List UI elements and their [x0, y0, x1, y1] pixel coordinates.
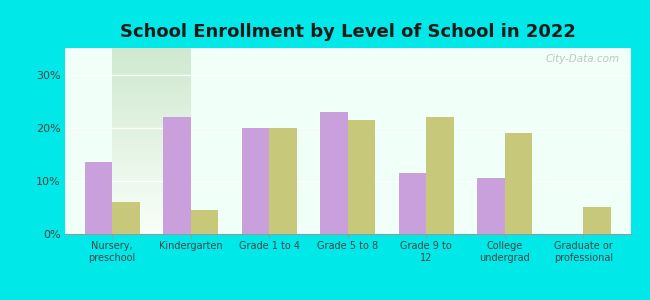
Bar	[190, 210, 218, 234]
Bar	[426, 117, 454, 234]
Bar	[348, 120, 375, 234]
Text: City-Data.com: City-Data.com	[545, 54, 619, 64]
Bar	[399, 173, 426, 234]
Bar	[477, 178, 505, 234]
Bar	[320, 112, 348, 234]
Bar	[84, 162, 112, 234]
Bar	[242, 128, 269, 234]
Title: School Enrollment by Level of School in 2022: School Enrollment by Level of School in …	[120, 23, 576, 41]
Bar	[163, 117, 190, 234]
Bar	[584, 207, 611, 234]
Bar	[112, 202, 140, 234]
Bar	[505, 133, 532, 234]
Bar	[269, 128, 296, 234]
